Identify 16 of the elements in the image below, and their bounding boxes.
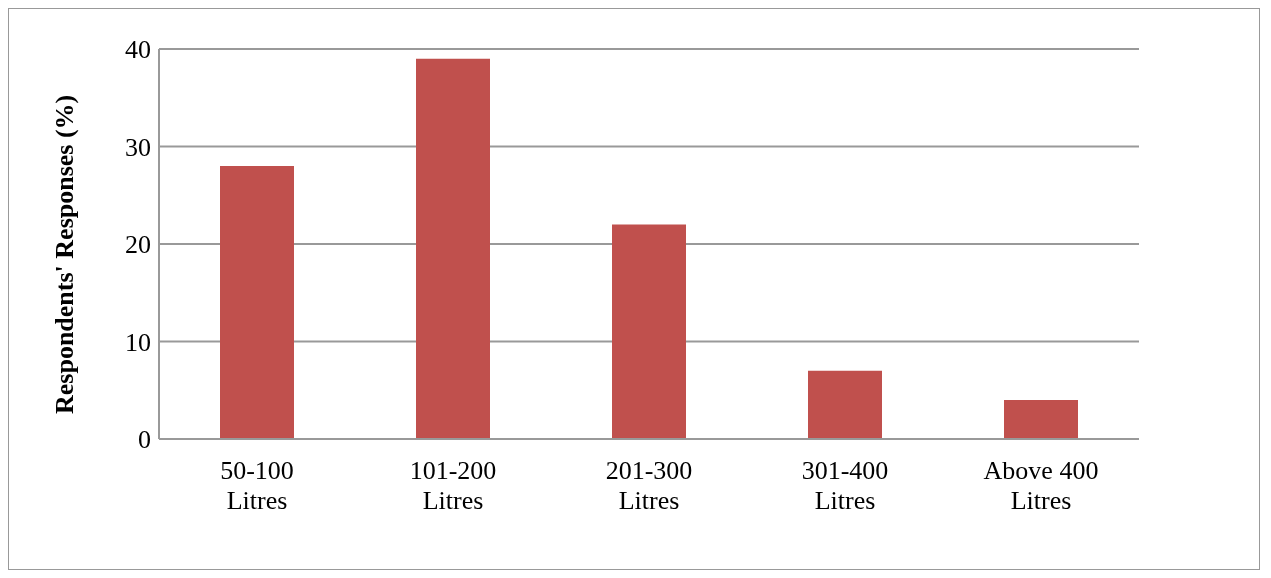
bar bbox=[612, 224, 686, 439]
bar bbox=[1004, 400, 1078, 439]
x-tick-label: 101-200 Litres bbox=[409, 456, 497, 515]
bar bbox=[416, 58, 490, 439]
x-tick-label: 50-100 Litres bbox=[220, 456, 294, 515]
y-tick-label: 30 bbox=[125, 132, 151, 162]
y-axis-title: Respondents' Responses (%) bbox=[50, 94, 80, 414]
bar bbox=[808, 370, 882, 439]
y-tick-label: 0 bbox=[138, 425, 151, 455]
x-tick-label: 301-400 Litres bbox=[801, 456, 889, 515]
y-tick-label: 20 bbox=[125, 230, 151, 260]
x-tick-label: Above 400 Litres bbox=[983, 456, 1099, 515]
y-tick-label: 10 bbox=[125, 327, 151, 357]
x-tick-label: 201-300 Litres bbox=[605, 456, 693, 515]
y-tick-label: 40 bbox=[125, 35, 151, 65]
bar bbox=[220, 166, 294, 439]
